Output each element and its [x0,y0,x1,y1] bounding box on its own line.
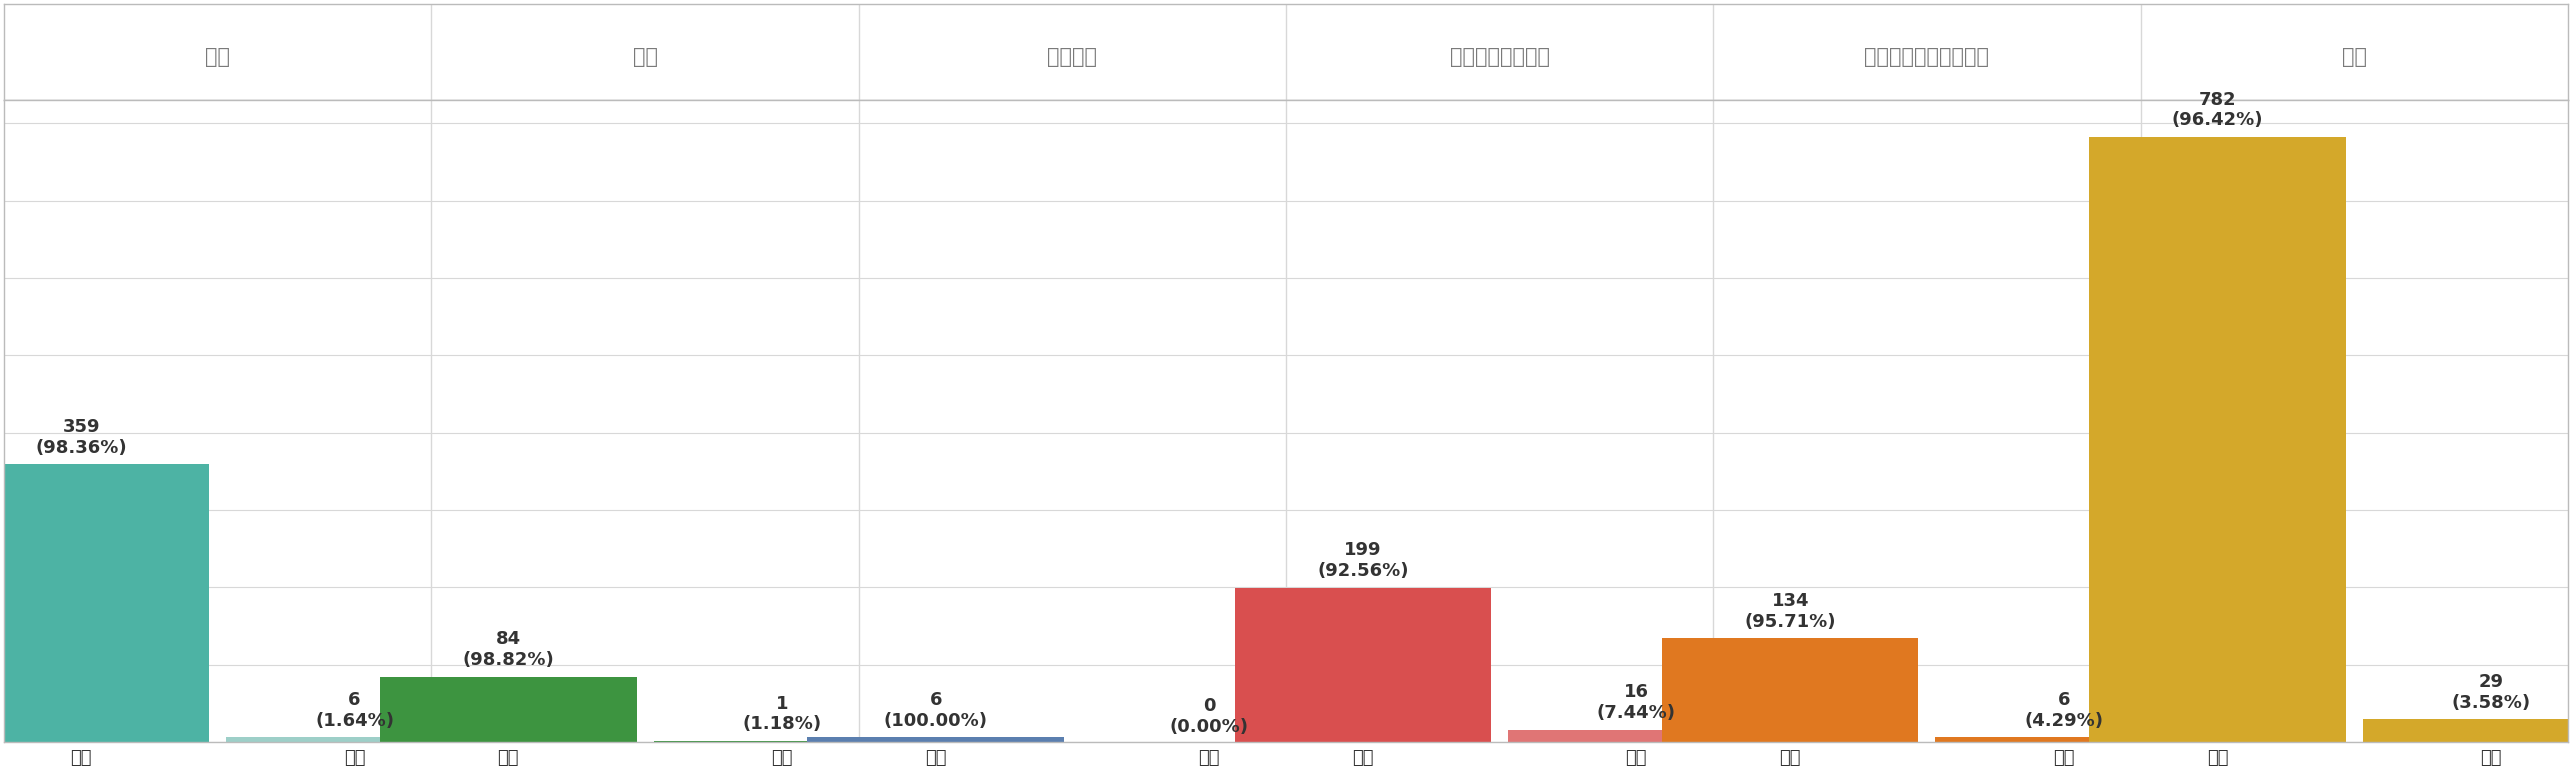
Text: 84
(98.82%): 84 (98.82%) [463,631,553,669]
Bar [1662,638,1919,742]
Bar [2364,719,2572,742]
Text: 199
(92.56%): 199 (92.56%) [1317,541,1409,581]
Text: 職員: 職員 [633,47,658,67]
Text: 技工工友: 技工工友 [1047,47,1098,67]
Text: 782
(96.42%): 782 (96.42%) [2171,91,2263,130]
Text: 計畫進用專案助理人員: 計畫進用專案助理人員 [1865,47,1988,67]
Bar [808,737,1065,742]
Text: 合計: 合計 [2341,47,2366,67]
Text: 6
(1.64%): 6 (1.64%) [314,691,394,729]
Text: 0
(0.00%): 0 (0.00%) [1170,697,1247,736]
Text: 1
(1.18%): 1 (1.18%) [743,695,820,733]
Bar [1937,737,2191,742]
Bar [1507,729,1764,742]
Text: 29
(3.58%): 29 (3.58%) [2451,673,2531,712]
Bar [226,737,484,742]
Bar [1235,588,1492,742]
Text: 6
(4.29%): 6 (4.29%) [2024,691,2104,729]
Text: 134
(95.71%): 134 (95.71%) [1744,591,1836,631]
Text: 校務基金進用人員: 校務基金進用人員 [1451,47,1551,67]
Bar [653,741,910,742]
Bar [0,464,208,742]
Bar [2088,137,2346,742]
Text: 教師: 教師 [206,47,231,67]
Bar [381,677,635,742]
Text: 359
(98.36%): 359 (98.36%) [36,418,126,456]
Text: 16
(7.44%): 16 (7.44%) [1597,683,1677,722]
Text: 6
(100.00%): 6 (100.00%) [885,691,988,729]
